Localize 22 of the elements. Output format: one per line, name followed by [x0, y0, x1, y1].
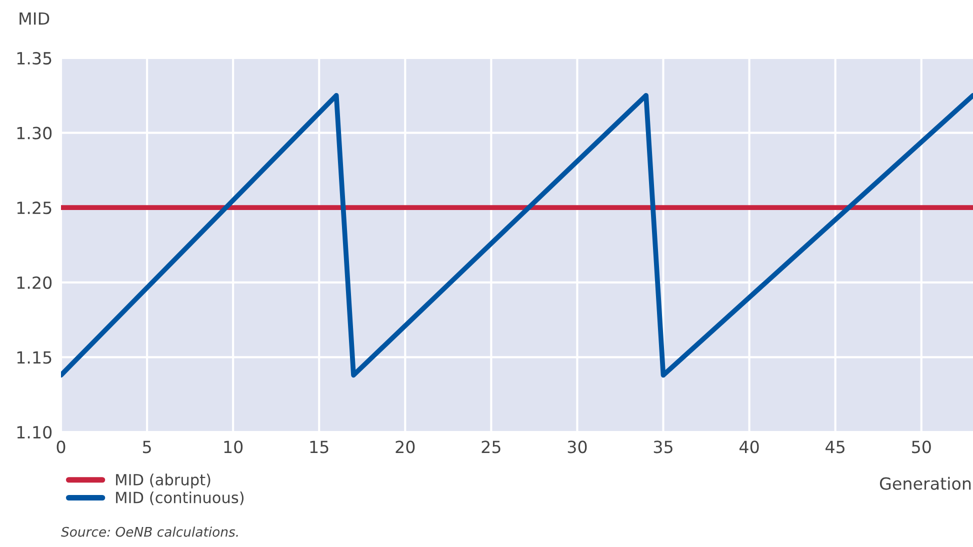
x-tick-label: 50: [912, 440, 931, 454]
y-tick-label: 1.20: [17, 276, 52, 289]
x-tick-label: 35: [654, 440, 672, 454]
legend-label: MID (continuous): [116, 491, 244, 506]
y-tick-label: 1.35: [17, 52, 52, 65]
x-tick-label: 20: [396, 440, 415, 454]
legend-label: MID (abrupt): [116, 474, 210, 488]
x-tick-label: 0: [56, 440, 66, 454]
y-axis-title: MID: [20, 12, 50, 25]
y-tick-label: 1.10: [17, 426, 52, 439]
x-tick-label: 10: [224, 440, 243, 454]
y-tick-label: 1.30: [17, 126, 52, 140]
x-tick-label: 15: [310, 440, 328, 454]
x-tick-label: 40: [740, 440, 759, 454]
x-tick-label: 5: [143, 440, 151, 454]
y-tick-label: 1.15: [17, 351, 52, 364]
y-tick-label: 1.25: [17, 202, 52, 214]
x-tick-label: 45: [826, 440, 844, 454]
x-axis-title: Generation: [880, 476, 971, 490]
x-tick-label: 30: [568, 440, 587, 454]
source-note: Source: OeNB calculations.: [61, 526, 238, 537]
x-tick-label: 25: [482, 440, 500, 454]
